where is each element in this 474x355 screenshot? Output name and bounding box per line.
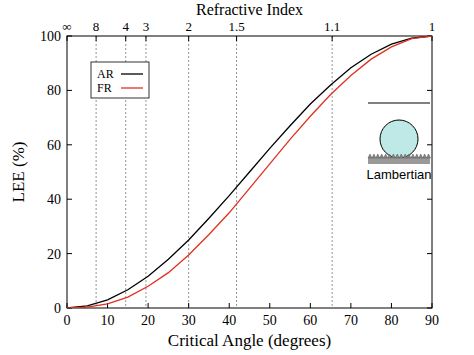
x2-tick-label: 3 [143,19,150,34]
x-tick [269,303,270,308]
title: Refractive Index [196,1,303,18]
series-line [67,36,432,308]
inset-sphere [380,120,418,158]
x2-tick-label: 4 [122,19,129,34]
x2-tick [188,36,189,41]
y-tick-label: 20 [47,247,61,262]
x-tick [391,303,392,308]
y-tick [67,144,72,145]
x-tick [229,303,230,308]
y-tick [427,144,432,145]
y-tick [427,253,432,254]
y-tick-label: 60 [47,138,61,153]
series-line [67,36,432,308]
series-group [67,36,432,308]
y-tick-label: 0 [54,301,61,316]
x2-tick [236,36,237,41]
x-tick [188,303,189,308]
x2-tick [145,36,146,41]
x2-tick-label: ∞ [62,19,71,34]
index-grid-line [332,36,333,308]
y-tick [67,199,72,200]
x-tick-label: 60 [303,313,317,328]
y-label: LEE (%) [9,142,28,203]
x-tick [148,303,149,308]
index-grid-line [188,36,189,308]
y-tick [427,308,432,309]
legend-label: AR [97,67,114,81]
x-tick [350,303,351,308]
x-tick [67,303,68,308]
inset-top-line [368,103,430,104]
y-tick [67,36,72,37]
legend-label: FR [97,81,112,95]
index-grid-line [236,36,237,308]
x-tick-label: 80 [384,313,398,328]
x2-tick-label: 1.1 [324,19,340,34]
y-tick-label: 40 [47,192,61,207]
x-tick-label: 70 [344,313,358,328]
x2-tick-label: 2 [185,19,192,34]
x2-tick [67,36,68,41]
x-label: Critical Angle (degrees) [168,331,331,350]
x2-tick [332,36,333,41]
x-tick-label: 0 [64,313,71,328]
legend-box [91,62,149,98]
chart: 0 10 20 30 40 50 60 70 80 90 0 20 40 60 80 100∞ 8 43 2 1.5 1… [0,0,474,355]
y-tick [67,253,72,254]
x-tick-label: 40 [222,313,236,328]
x-tick-label: 30 [182,313,196,328]
x-tick-label: 90 [425,313,439,328]
plot-frame [67,36,432,308]
legend-line [121,87,143,88]
y-tick-label: 100 [40,29,61,44]
y-tick [427,199,432,200]
x2-tick-label: 1 [429,19,436,34]
x-tick [310,303,311,308]
x-tick [432,303,433,308]
x-tick-label: 50 [263,313,277,328]
inset-substrate [368,158,430,164]
x2-tick [125,36,126,41]
x2-tick [432,36,433,41]
x2-tick-label: 8 [93,19,100,34]
y-tick [427,90,432,91]
y-tick-label: 80 [47,83,61,98]
x-tick-label: 10 [101,313,115,328]
x2-tick-label: 1.5 [228,19,244,34]
y-tick [67,90,72,91]
x2-tick [96,36,97,41]
legend-line [121,73,143,74]
x-tick-label: 20 [141,313,155,328]
inset-rough-surface [368,154,431,158]
annotation: Lambertian [366,167,431,182]
